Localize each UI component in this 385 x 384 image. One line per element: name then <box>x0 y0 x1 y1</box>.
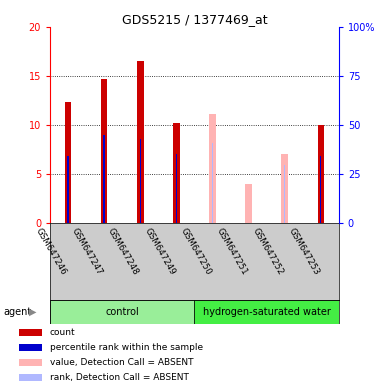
Bar <box>320 156 321 223</box>
Text: GSM647253: GSM647253 <box>286 227 321 277</box>
Text: hydrogen-saturated water: hydrogen-saturated water <box>203 307 331 317</box>
Bar <box>209 114 216 223</box>
Bar <box>212 143 213 223</box>
Text: percentile rank within the sample: percentile rank within the sample <box>50 343 203 352</box>
Text: rank, Detection Call = ABSENT: rank, Detection Call = ABSENT <box>50 373 189 382</box>
Bar <box>19 329 42 336</box>
Text: GSM647250: GSM647250 <box>178 227 213 277</box>
Bar <box>104 135 105 223</box>
Bar <box>67 156 69 223</box>
Text: agent: agent <box>4 307 32 317</box>
Bar <box>176 154 177 223</box>
Text: GSM647247: GSM647247 <box>70 227 104 277</box>
Text: count: count <box>50 328 75 337</box>
Bar <box>173 123 180 223</box>
Bar <box>281 154 288 223</box>
Text: ▶: ▶ <box>29 307 36 317</box>
Text: GSM647251: GSM647251 <box>214 227 249 277</box>
Bar <box>19 374 42 381</box>
Bar <box>19 359 42 366</box>
Text: GSM647246: GSM647246 <box>34 227 68 277</box>
Bar <box>284 165 285 223</box>
Bar <box>139 139 141 223</box>
Text: value, Detection Call = ABSENT: value, Detection Call = ABSENT <box>50 358 193 367</box>
Bar <box>19 344 42 351</box>
Bar <box>194 300 339 324</box>
Bar <box>65 102 71 223</box>
Text: control: control <box>105 307 139 317</box>
Title: GDS5215 / 1377469_at: GDS5215 / 1377469_at <box>122 13 267 26</box>
Text: GSM647248: GSM647248 <box>106 227 140 277</box>
Text: GSM647249: GSM647249 <box>142 227 176 276</box>
Bar <box>50 300 194 324</box>
Bar <box>245 184 252 223</box>
Bar <box>137 61 144 223</box>
Bar <box>101 79 107 223</box>
Bar <box>318 125 324 223</box>
Text: GSM647252: GSM647252 <box>251 227 285 277</box>
